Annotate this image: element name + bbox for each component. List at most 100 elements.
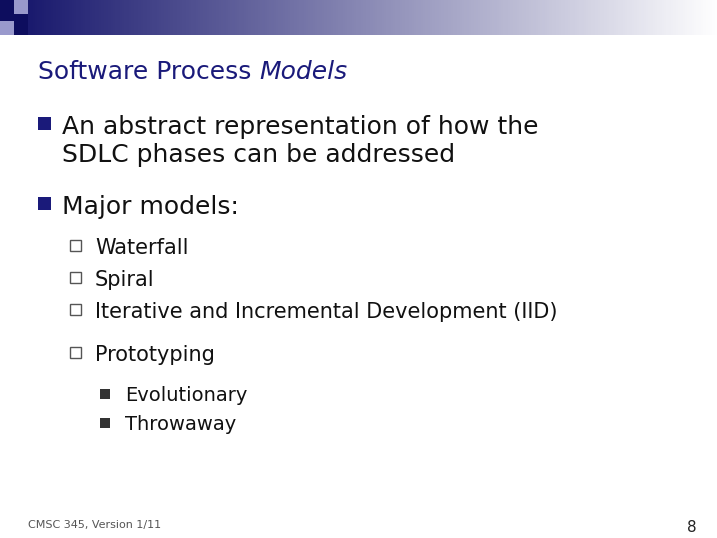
Polygon shape <box>687 0 690 35</box>
Polygon shape <box>597 0 600 35</box>
Polygon shape <box>308 0 310 35</box>
Text: Models: Models <box>260 60 348 84</box>
Polygon shape <box>329 0 331 35</box>
Bar <box>38 197 51 210</box>
Polygon shape <box>469 0 471 35</box>
Polygon shape <box>322 0 324 35</box>
Polygon shape <box>483 0 485 35</box>
Polygon shape <box>427 0 430 35</box>
Text: Waterfall: Waterfall <box>95 238 189 258</box>
Polygon shape <box>600 0 602 35</box>
Polygon shape <box>416 0 419 35</box>
Polygon shape <box>577 0 579 35</box>
Polygon shape <box>488 0 490 35</box>
Polygon shape <box>391 0 393 35</box>
Polygon shape <box>205 0 207 35</box>
Polygon shape <box>511 0 513 35</box>
Polygon shape <box>354 0 356 35</box>
Polygon shape <box>150 0 152 35</box>
Polygon shape <box>122 0 125 35</box>
Polygon shape <box>696 0 698 35</box>
Polygon shape <box>591 0 593 35</box>
Polygon shape <box>110 0 113 35</box>
Polygon shape <box>70 0 72 35</box>
Polygon shape <box>386 0 389 35</box>
Polygon shape <box>520 0 522 35</box>
Polygon shape <box>356 0 358 35</box>
Polygon shape <box>198 0 200 35</box>
Polygon shape <box>179 0 182 35</box>
Polygon shape <box>230 0 232 35</box>
Polygon shape <box>414 0 416 35</box>
Polygon shape <box>604 0 607 35</box>
Polygon shape <box>533 0 536 35</box>
Polygon shape <box>156 0 159 35</box>
Polygon shape <box>662 0 664 35</box>
Polygon shape <box>278 0 280 35</box>
Polygon shape <box>602 0 604 35</box>
Polygon shape <box>166 0 168 35</box>
Polygon shape <box>246 0 249 35</box>
Polygon shape <box>402 0 404 35</box>
Polygon shape <box>437 0 439 35</box>
Polygon shape <box>194 0 196 35</box>
Polygon shape <box>237 0 239 35</box>
Text: Prototyping: Prototyping <box>95 345 215 365</box>
Bar <box>70 347 81 358</box>
Polygon shape <box>556 0 559 35</box>
Polygon shape <box>627 0 630 35</box>
Polygon shape <box>478 0 480 35</box>
Polygon shape <box>49 0 51 35</box>
Polygon shape <box>419 0 421 35</box>
Polygon shape <box>579 0 581 35</box>
Polygon shape <box>370 0 373 35</box>
Polygon shape <box>196 0 198 35</box>
Polygon shape <box>42 0 44 35</box>
Bar <box>70 240 81 251</box>
Polygon shape <box>276 0 278 35</box>
Polygon shape <box>283 0 285 35</box>
Polygon shape <box>710 0 713 35</box>
Polygon shape <box>131 0 133 35</box>
Polygon shape <box>641 0 643 35</box>
Polygon shape <box>675 0 678 35</box>
Polygon shape <box>62 0 65 35</box>
Polygon shape <box>607 0 609 35</box>
Polygon shape <box>30 0 32 35</box>
Polygon shape <box>446 0 448 35</box>
Polygon shape <box>120 0 122 35</box>
Polygon shape <box>177 0 179 35</box>
Polygon shape <box>517 0 520 35</box>
Polygon shape <box>295 0 297 35</box>
Polygon shape <box>186 0 189 35</box>
Polygon shape <box>251 0 253 35</box>
Polygon shape <box>92 0 95 35</box>
Polygon shape <box>630 0 632 35</box>
Polygon shape <box>214 0 217 35</box>
Text: Software Process: Software Process <box>38 60 260 84</box>
Polygon shape <box>83 0 85 35</box>
Polygon shape <box>423 0 425 35</box>
Polygon shape <box>39 0 42 35</box>
Bar <box>100 389 110 399</box>
Polygon shape <box>336 0 338 35</box>
Polygon shape <box>297 0 299 35</box>
Polygon shape <box>349 0 352 35</box>
Polygon shape <box>655 0 657 35</box>
Polygon shape <box>540 0 543 35</box>
Polygon shape <box>143 0 145 35</box>
Polygon shape <box>453 0 455 35</box>
Polygon shape <box>106 0 108 35</box>
Polygon shape <box>494 0 496 35</box>
Polygon shape <box>255 0 257 35</box>
Polygon shape <box>67 0 70 35</box>
Polygon shape <box>58 0 60 35</box>
Bar <box>0 0 14 21</box>
Polygon shape <box>545 0 547 35</box>
Text: Evolutionary: Evolutionary <box>125 386 247 405</box>
Polygon shape <box>343 0 345 35</box>
Polygon shape <box>347 0 349 35</box>
Polygon shape <box>326 0 329 35</box>
Bar <box>38 117 51 130</box>
Polygon shape <box>318 0 320 35</box>
